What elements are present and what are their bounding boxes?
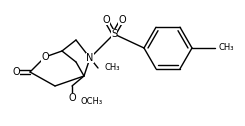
- Text: S: S: [111, 29, 117, 39]
- Text: O: O: [41, 52, 49, 62]
- Text: CH₃: CH₃: [104, 64, 120, 72]
- Text: O: O: [118, 15, 126, 25]
- Text: N: N: [86, 53, 94, 63]
- Text: O: O: [68, 93, 76, 103]
- Text: CH₃: CH₃: [218, 43, 233, 53]
- Text: OCH₃: OCH₃: [80, 98, 102, 106]
- Text: O: O: [12, 67, 20, 77]
- Text: O: O: [102, 15, 110, 25]
